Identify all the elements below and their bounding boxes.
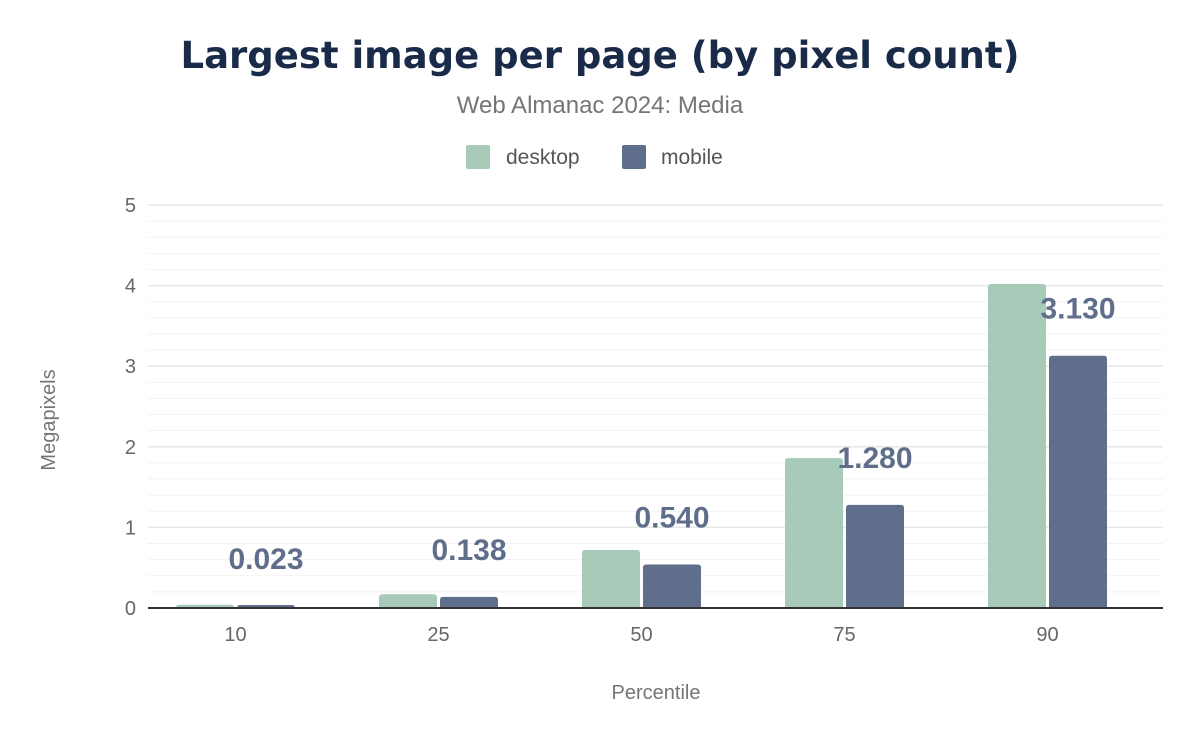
x-axis: 10 25 50 75 90 [224,624,1058,646]
bar-desktop[interactable] [988,283,1046,608]
y-tick-label: 2 [125,437,136,459]
data-label: 0.540 [634,501,709,534]
y-tick-label: 5 [125,195,136,217]
legend-swatch-desktop [466,145,490,169]
y-tick-label: 1 [125,517,136,539]
y-axis-label: Megapixels [38,369,60,470]
bar-mobile[interactable] [1049,355,1107,608]
x-tick-label: 75 [833,624,855,646]
legend: desktop mobile [466,145,723,169]
data-label: 1.280 [837,442,912,475]
bars: 0.023 0.138 0.540 1.280 3.130 [176,283,1116,608]
y-tick-label: 3 [125,356,136,378]
y-tick-label: 0 [125,598,136,620]
bar-desktop[interactable] [785,458,843,608]
data-label: 0.023 [228,543,303,576]
y-tick-label: 4 [125,276,136,298]
x-tick-label: 10 [224,624,246,646]
x-tick-label: 50 [630,624,652,646]
chart-subtitle: Web Almanac 2024: Media [457,92,744,119]
bar-mobile[interactable] [846,504,904,608]
bar-mobile[interactable] [643,564,701,608]
bar-desktop[interactable] [379,594,437,608]
y-axis: 0 1 2 3 4 5 [125,195,136,620]
x-tick-label: 25 [427,624,449,646]
bar-mobile[interactable] [440,596,498,608]
data-label: 3.130 [1040,293,1115,326]
legend-label-mobile[interactable]: mobile [661,146,723,169]
bar-desktop[interactable] [582,549,640,608]
legend-label-desktop[interactable]: desktop [506,146,580,169]
chart-title: Largest image per page (by pixel count) [181,34,1020,77]
x-axis-label: Percentile [612,682,701,704]
data-label: 0.138 [431,534,506,567]
legend-swatch-mobile [622,145,646,169]
x-tick-label: 90 [1036,624,1058,646]
